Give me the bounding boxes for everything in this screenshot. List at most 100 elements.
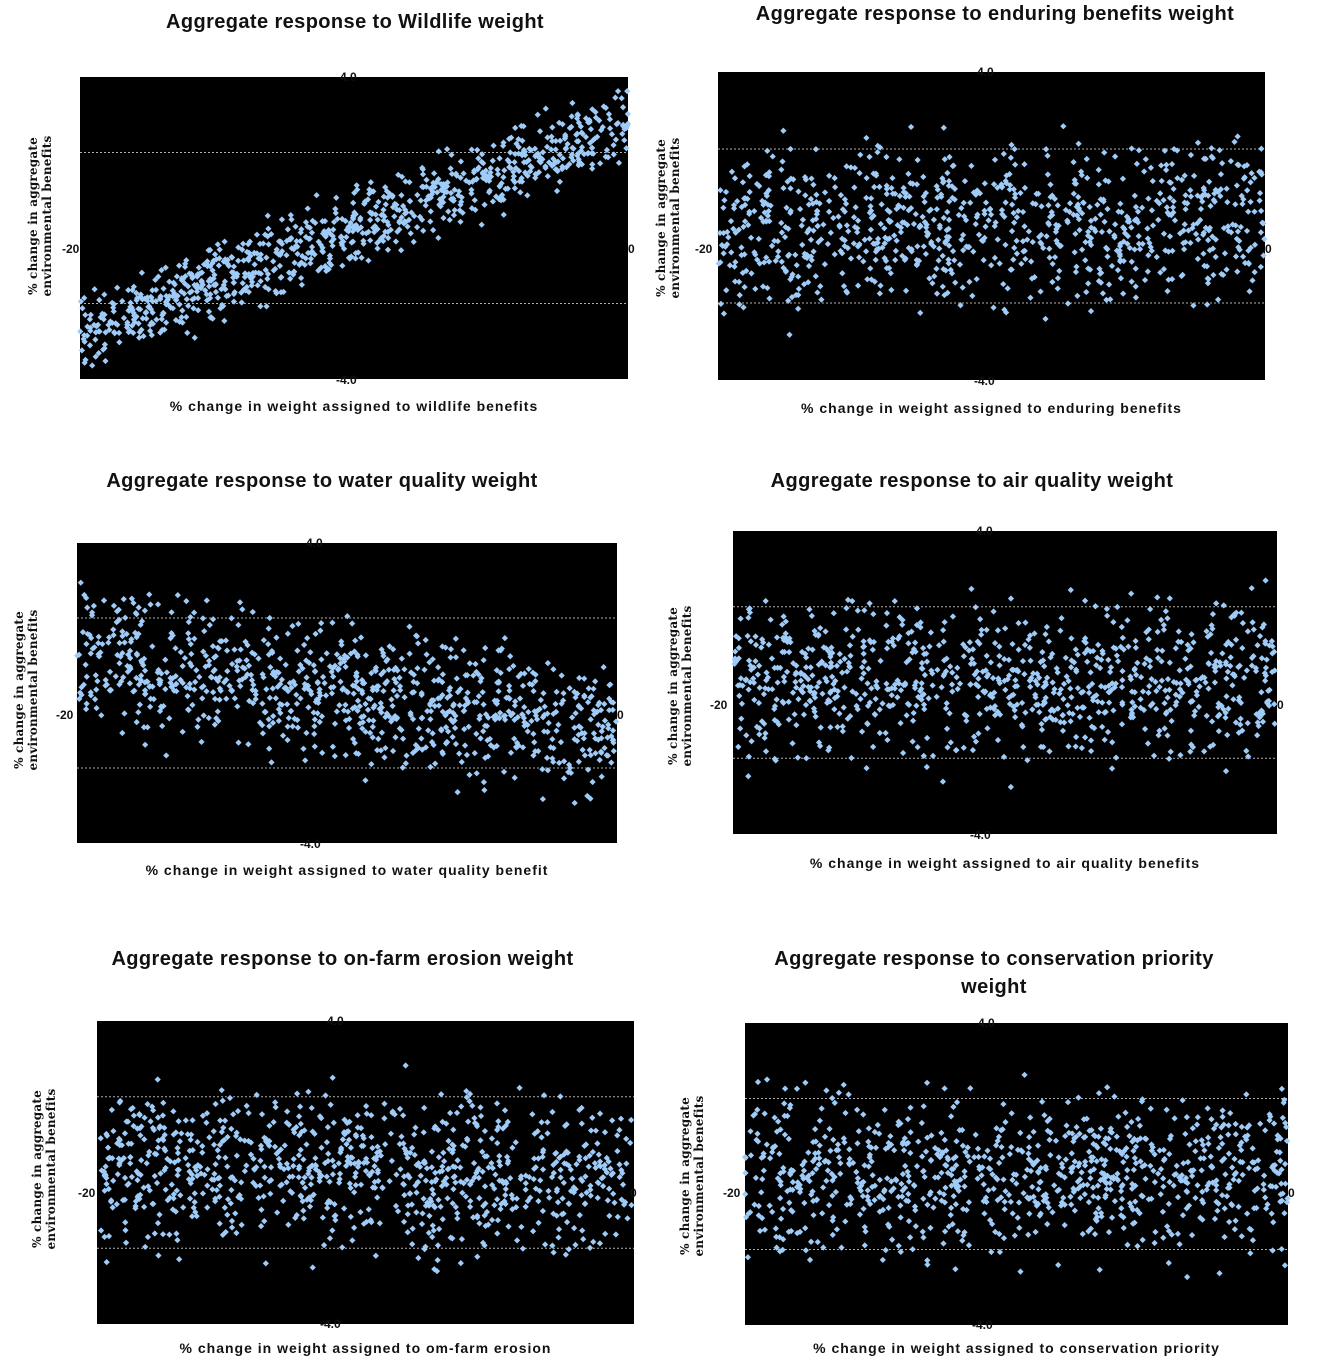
data-point <box>247 1139 255 1146</box>
data-point <box>606 116 614 123</box>
data-point <box>914 243 921 250</box>
data-point <box>522 1186 529 1193</box>
data-point <box>435 148 442 155</box>
data-point <box>92 672 99 679</box>
data-point <box>570 1184 577 1191</box>
data-point <box>357 634 365 641</box>
data-point <box>949 194 956 201</box>
data-point <box>1164 675 1172 683</box>
data-point <box>793 721 800 729</box>
data-point <box>576 1212 583 1219</box>
data-point <box>220 302 227 310</box>
data-point <box>507 149 514 156</box>
data-point <box>847 255 855 262</box>
data-point <box>147 703 154 710</box>
data-point <box>319 248 327 256</box>
data-point <box>1047 181 1054 188</box>
data-point <box>188 1131 195 1138</box>
data-point <box>315 238 322 245</box>
data-point <box>295 1113 303 1120</box>
data-point <box>278 274 285 281</box>
data-point <box>624 110 631 118</box>
data-point <box>199 1149 206 1156</box>
data-point <box>183 296 190 303</box>
y-axis-label: % change in aggregate environmental bene… <box>666 605 694 767</box>
data-point <box>571 724 578 731</box>
data-point <box>842 1109 849 1117</box>
data-point <box>1161 147 1168 154</box>
data-point <box>236 599 244 606</box>
data-point <box>394 1208 402 1215</box>
data-point <box>861 658 868 665</box>
data-point <box>949 669 956 676</box>
data-point <box>1043 233 1050 240</box>
data-point <box>296 1132 303 1139</box>
chart-title: Aggregate response to conservation prior… <box>774 948 1214 998</box>
data-point <box>579 1227 586 1234</box>
data-point <box>1277 1191 1284 1198</box>
data-point <box>975 693 982 700</box>
data-point <box>199 1142 206 1150</box>
data-point <box>991 156 999 163</box>
data-point <box>1007 595 1015 602</box>
data-point <box>560 1179 567 1186</box>
data-point <box>1086 689 1093 696</box>
data-point <box>766 1155 774 1162</box>
data-point <box>264 275 271 283</box>
data-point <box>1247 179 1254 186</box>
data-point <box>78 347 86 354</box>
data-point <box>496 1158 503 1165</box>
data-point <box>943 725 951 732</box>
data-point <box>290 246 297 253</box>
data-point <box>1257 229 1265 236</box>
data-point <box>1110 619 1117 626</box>
data-point <box>420 1195 427 1202</box>
data-point <box>1249 1237 1257 1244</box>
data-point <box>779 1205 787 1213</box>
y-axis-label: % change in aggregate environmental bene… <box>654 137 682 299</box>
data-point <box>830 214 837 222</box>
data-point <box>318 620 325 627</box>
data-point <box>1234 133 1241 140</box>
data-point <box>1156 200 1163 207</box>
data-point <box>466 1090 474 1098</box>
data-point <box>897 687 905 694</box>
data-point <box>331 1163 338 1170</box>
data-point <box>831 184 839 191</box>
data-point <box>720 250 727 257</box>
data-point <box>820 221 827 228</box>
data-point <box>601 1161 608 1169</box>
data-point <box>267 1190 274 1197</box>
data-point <box>1087 307 1095 315</box>
data-point <box>518 1223 525 1231</box>
data-point <box>1083 288 1090 296</box>
data-point <box>769 1208 776 1216</box>
data-point <box>224 1163 231 1170</box>
data-point <box>495 688 502 695</box>
data-point <box>482 644 489 652</box>
data-point <box>986 206 994 213</box>
data-point <box>110 308 117 315</box>
data-point <box>1166 659 1173 666</box>
data-point <box>1151 1178 1159 1186</box>
data-point <box>1125 643 1132 650</box>
data-point <box>280 1197 287 1205</box>
data-point <box>182 1117 189 1124</box>
data-point <box>406 650 413 657</box>
data-point <box>840 704 847 711</box>
data-point <box>247 671 255 679</box>
data-point <box>884 736 891 744</box>
data-point <box>954 664 961 671</box>
data-point <box>265 640 272 648</box>
data-point <box>1215 728 1222 735</box>
data-point <box>501 1198 508 1205</box>
data-point <box>1001 1198 1008 1205</box>
data-point <box>392 1202 400 1210</box>
data-point <box>471 197 478 204</box>
data-point <box>907 1234 914 1241</box>
data-point <box>1232 222 1239 229</box>
data-point <box>949 248 957 255</box>
data-point <box>1159 647 1166 654</box>
data-point <box>959 1142 967 1149</box>
data-point <box>897 720 904 727</box>
